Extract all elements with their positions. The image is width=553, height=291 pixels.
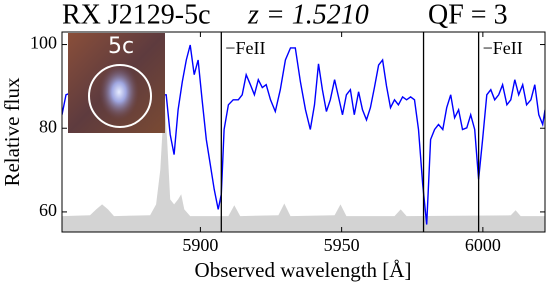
y-tick-label: 80 xyxy=(39,116,57,136)
y-tick-label: 60 xyxy=(39,200,57,220)
inset-aperture xyxy=(88,64,152,128)
inset-galaxy xyxy=(99,64,139,120)
plot-frame xyxy=(61,31,546,233)
flux-line xyxy=(62,44,545,225)
x-axis-label: Observed wavelength [Å] xyxy=(195,258,412,282)
inset-label: 5c xyxy=(108,34,134,59)
sky-spectrum xyxy=(62,109,545,232)
feature-label: −FeII xyxy=(483,38,523,58)
chart-title: RX J2129-5c xyxy=(62,0,211,30)
x-tick-label: 6000 xyxy=(465,235,501,255)
plot-area: −FeII −FeII xyxy=(62,32,545,232)
chart-title: QF = 3 xyxy=(428,0,508,30)
chart-title: z = 1.5210 xyxy=(247,0,369,30)
y-tick-label: 100 xyxy=(30,33,57,53)
y-axis-label: Relative flux xyxy=(0,77,24,187)
x-tick-label: 5950 xyxy=(324,235,360,255)
feature-label: −FeII xyxy=(225,38,265,58)
x-tick-label: 5900 xyxy=(182,235,218,255)
overlay: 5c xyxy=(68,33,165,133)
